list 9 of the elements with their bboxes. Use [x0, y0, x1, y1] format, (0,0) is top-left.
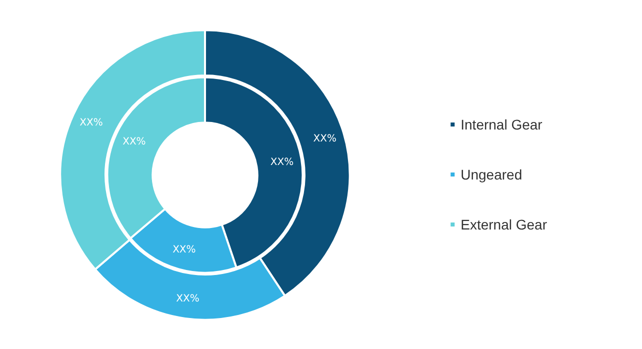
data-label: XX% — [176, 293, 200, 304]
data-label: XX% — [172, 244, 196, 256]
data-label: XX% — [313, 133, 336, 144]
data-label: XX% — [270, 156, 294, 168]
data-label: XX% — [80, 117, 103, 128]
legend-label: External Gear — [460, 216, 548, 232]
data-label: XX% — [122, 136, 146, 148]
legend-label: Ungeared — [460, 166, 522, 182]
legend-label: Internal Gear — [460, 116, 543, 132]
